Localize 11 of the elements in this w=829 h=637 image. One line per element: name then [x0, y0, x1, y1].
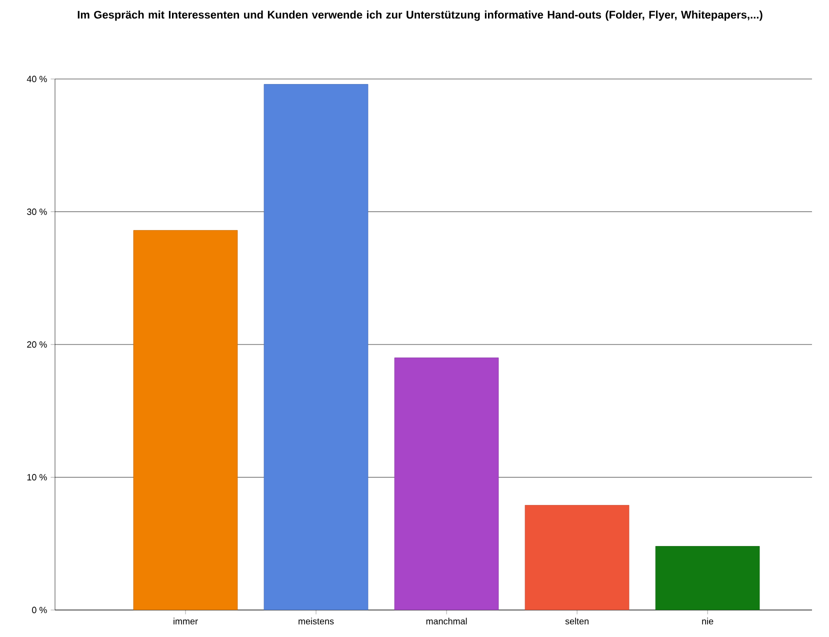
y-tick-label: 20 % [27, 341, 47, 348]
x-tick-label: immer [174, 618, 198, 624]
x-tick-label: meistens [298, 618, 334, 624]
x-tick-label: nie [702, 618, 714, 624]
x-tick-label: manchmal [426, 618, 467, 624]
y-tick-label: 40 % [26, 76, 47, 82]
y-tick-label: 30 % [27, 208, 47, 215]
y-tick-label: 10 % [27, 474, 47, 480]
x-tick-label: selten [565, 618, 588, 624]
chart-title: Im Gespräch mit Interessenten und Kunden verwende ich zur Unterstützung informative Hand-outs (Folder, Flyer, Whitepapers,...) [78, 10, 762, 21]
y-tick-label: 0 % [32, 606, 47, 614]
